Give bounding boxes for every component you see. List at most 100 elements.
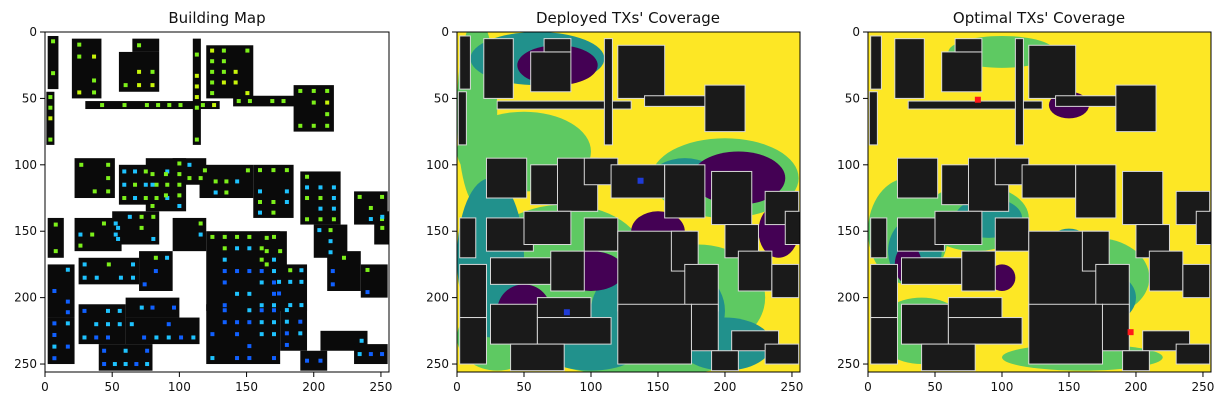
building <box>510 343 565 372</box>
transmitter-dot <box>200 103 205 108</box>
transmitter-dot <box>150 69 155 74</box>
building <box>704 84 746 133</box>
transmitter-dot <box>311 123 316 128</box>
transmitter-dot <box>123 348 128 353</box>
transmitter-dot <box>299 268 304 273</box>
transmitter-dot <box>277 279 282 284</box>
transmitter-dot <box>271 320 276 325</box>
building <box>870 317 898 365</box>
transmitter-dot <box>102 362 107 367</box>
transmitter-dot <box>123 83 128 88</box>
building <box>1101 303 1130 352</box>
panel-title: Optimal TXs' Coverage <box>953 9 1125 27</box>
building <box>947 297 1003 319</box>
panel-optimal-coverage: Optimal TXs' Coverage 0 50 100 150 200 250 0 50… <box>837 9 1214 394</box>
transmitter-dot <box>235 179 240 184</box>
transmitter-dot <box>317 228 322 233</box>
transmitter-dot <box>221 80 226 85</box>
building <box>1021 164 1077 199</box>
transmitter-dot <box>139 214 144 219</box>
tx-marker-layer <box>974 96 1134 336</box>
axes-frame <box>456 31 801 373</box>
y-tick-label: 200 <box>837 291 860 305</box>
transmitter-dot <box>221 59 226 64</box>
transmitter-dot <box>235 269 240 274</box>
transmitter-dot <box>284 308 289 313</box>
building <box>1095 263 1130 312</box>
transmitter-dot <box>298 88 303 93</box>
building <box>644 95 713 107</box>
transmitter-dot <box>247 99 252 104</box>
transmitter-dot <box>177 193 182 198</box>
transmitter-dot <box>233 80 238 85</box>
transmitter-dot <box>144 103 149 108</box>
transmitter-dot <box>235 234 240 239</box>
transmitter-dot <box>137 83 142 88</box>
transmitter-dot <box>154 182 159 187</box>
building <box>459 217 477 259</box>
transmitter-dot <box>105 308 110 313</box>
transmitter-dot <box>305 358 310 363</box>
transmitter-dot <box>65 310 70 315</box>
x-tick-label: 150 <box>235 380 258 394</box>
transmitter-dot <box>167 103 172 108</box>
x-tick-label: 200 <box>714 380 737 394</box>
transmitter-dot <box>305 185 310 190</box>
transmitter-dot <box>65 267 70 272</box>
transmitter-dot <box>123 362 128 367</box>
transmitter-dot <box>122 196 127 201</box>
transmitter-dot <box>284 319 289 324</box>
transmitter-dot <box>235 356 240 361</box>
transmitter-dot <box>112 362 117 367</box>
transmitter-dot <box>245 168 250 173</box>
transmitter-dot <box>271 210 276 215</box>
transmitter-dot <box>52 332 57 337</box>
transmitter-dot <box>133 169 138 174</box>
transmitter-dot <box>90 232 95 237</box>
transmitter-dot <box>233 69 238 74</box>
transmitter-dot <box>264 235 269 240</box>
building-layer <box>868 35 1211 372</box>
transmitter-dot <box>222 269 227 274</box>
building <box>98 344 153 371</box>
building <box>934 210 983 245</box>
transmitter-dot <box>236 99 241 104</box>
transmitter-dot <box>101 221 106 226</box>
transmitter-dot <box>259 269 264 274</box>
transmitter-dot <box>259 308 264 313</box>
transmitter-dot <box>48 137 53 142</box>
building <box>894 38 925 99</box>
building <box>192 38 201 145</box>
building <box>961 250 996 292</box>
tx-marker <box>563 309 570 316</box>
transmitter-dot <box>165 182 170 187</box>
transmitter-dot <box>106 162 111 167</box>
transmitter-dot <box>198 221 203 226</box>
transmitter-dot <box>368 205 373 210</box>
building <box>784 210 800 245</box>
transmitter-dot <box>271 280 276 285</box>
building <box>1014 38 1024 146</box>
transmitter-dot <box>154 335 159 340</box>
y-tick-label: 0 <box>441 25 449 39</box>
building <box>954 38 983 53</box>
transmitter-dot <box>172 305 176 310</box>
transmitter-dot <box>365 267 370 272</box>
building <box>1055 95 1124 107</box>
transmitter-dot <box>325 112 330 117</box>
building <box>530 51 572 93</box>
transmitter-dot <box>325 100 330 105</box>
heatmap-image <box>45 32 389 372</box>
transmitter-dot <box>380 214 385 219</box>
transmitter-dot <box>150 172 155 177</box>
transmitter-dot <box>133 182 138 187</box>
x-tick-label: 200 <box>302 380 325 394</box>
transmitter-dot <box>222 234 227 239</box>
building <box>947 317 1023 345</box>
transmitter-dot <box>106 176 111 181</box>
transmitter-dot <box>102 348 107 353</box>
y-tick-label: 150 <box>837 224 860 238</box>
transmitter-dot <box>271 303 276 308</box>
transmitter-dot <box>222 303 227 308</box>
building <box>459 35 471 90</box>
